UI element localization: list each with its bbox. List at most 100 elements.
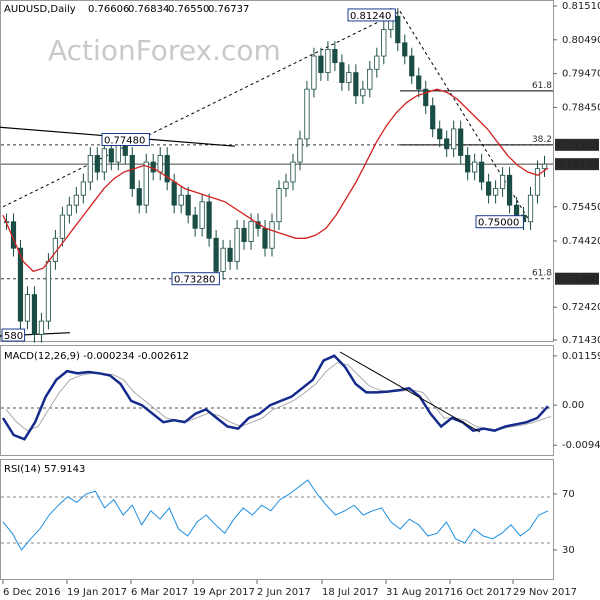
candle-body: [73, 194, 79, 206]
candle-body: [199, 201, 205, 229]
candle-body: [381, 29, 387, 57]
level-badge: [555, 272, 599, 285]
candle-body: [339, 62, 345, 83]
date-axis: 6 Dec 2016 19 Jan 2017 6 Mar 2017 19 Apr 20…: [2, 580, 577, 598]
price-tick-label: 0.80490: [562, 35, 600, 46]
candle-body: [31, 294, 38, 335]
candle-body: [262, 227, 268, 249]
candle-body: [38, 320, 45, 335]
candle-body: [486, 181, 492, 196]
candle-body: [108, 148, 114, 163]
macd-axis: 0.01159 0.00 -0.009408: [553, 351, 600, 451]
moving-average-line: [2, 88, 549, 273]
ohlc-open: 0.76606: [88, 4, 129, 15]
annotation-label: 0.81240: [350, 11, 391, 22]
ohlc-close: 0.76737: [208, 4, 249, 15]
candle-body: [206, 201, 212, 239]
level-badge: [555, 138, 599, 151]
candle-body: [437, 128, 443, 140]
ohlc-high: 0.76834: [128, 4, 169, 15]
price-tick-label: 0.71430: [562, 335, 600, 346]
fib-label: 61.8: [532, 269, 552, 279]
candle-body: [506, 174, 513, 206]
price-tick-label: 0.74420: [562, 236, 600, 247]
candle-body: [192, 214, 198, 229]
annotation-box: [475, 215, 524, 229]
candle-body: [283, 181, 289, 189]
candle-body: [492, 188, 499, 196]
price-levels: 0.77320 0.73280 0.76737 61.8 38.2 61.8: [1, 81, 599, 286]
candle-body: [311, 55, 317, 90]
candle-body: [304, 88, 310, 140]
candle-body: [17, 247, 24, 322]
candle-body: [150, 161, 156, 173]
candle-body: [472, 161, 478, 173]
candle-body: [527, 194, 534, 223]
candle-body: [290, 161, 296, 183]
rsi-line: [2, 479, 549, 551]
candle-body: [220, 247, 226, 272]
date-tick-label: 19 Apr 2017: [193, 587, 255, 598]
price-annotations: 0.81240 0.77480 0.75000 0.73280 580: [1, 8, 524, 342]
watermark: ActionForex.com: [48, 34, 281, 67]
candle-body: [395, 15, 401, 44]
macd-title: MACD(12,26,9) -0.000234 -0.002612: [4, 351, 189, 362]
annotation-box: [171, 272, 220, 286]
rising-trendline: [2, 10, 401, 208]
candle-body: [241, 227, 247, 242]
candle-body: [374, 55, 380, 70]
candle-body: [332, 49, 338, 64]
candle-body: [430, 105, 436, 130]
candle-body: [353, 72, 359, 97]
candle-body: [534, 168, 541, 196]
candle-body: [248, 221, 254, 242]
falling-trendline: [399, 11, 529, 219]
candle-body: [66, 204, 72, 216]
annotation-box: [1, 328, 26, 342]
candle-body: [213, 237, 219, 272]
macd-tick-label: 0.00: [562, 400, 584, 411]
candle-body: [479, 161, 485, 183]
candle-body: [325, 49, 331, 74]
price-tick-label: 0.81510: [562, 1, 600, 12]
annotation-label: 580: [4, 331, 23, 342]
candle-body: [360, 88, 366, 97]
candle-body: [101, 148, 107, 173]
candle-body: [136, 188, 142, 206]
candle-body: [276, 188, 282, 223]
ohlc-low: 0.76550: [168, 4, 209, 15]
date-tick-label: 29 Nov 2017: [513, 587, 577, 598]
rsi-panel-frame: [0, 459, 554, 580]
candle-body: [416, 75, 422, 90]
macd-tick-label: 0.01159: [562, 351, 600, 362]
candle-body: [80, 181, 86, 196]
price-axis: 0.81510 0.80490 0.79470 0.78450 0.75450 0.744…: [553, 1, 600, 346]
candle-body: [367, 68, 373, 90]
macd-main-line: [1, 354, 549, 441]
date-tick-label: 31 Aug 2017: [386, 587, 450, 598]
annotation-box: [101, 133, 150, 147]
candle-body: [499, 174, 506, 189]
price-tick-label: 0.79470: [562, 69, 600, 80]
candle-body: [423, 88, 429, 107]
annotation-label: 0.73280: [174, 275, 215, 286]
fib-label: 38.2: [532, 135, 552, 145]
level-badge-label: 0.77320: [557, 141, 598, 152]
price-panel-frame: [0, 0, 554, 342]
rsi-title: RSI(14) 57.9143: [4, 464, 85, 475]
candle-body: [157, 155, 163, 173]
candle-body: [465, 155, 471, 173]
candles: [3, 7, 548, 343]
candle-body: [451, 128, 457, 150]
price-tick-label: 0.72420: [562, 302, 600, 313]
candle-body: [129, 155, 135, 189]
candle-body: [24, 294, 31, 322]
candle-body: [178, 194, 184, 206]
date-tick-label: 18 Jul 2017: [322, 587, 379, 598]
rsi-axis: 70 30: [553, 489, 575, 556]
candle-body: [59, 214, 65, 239]
annotation-label: 0.75000: [478, 218, 519, 229]
macd-tick-label: -0.009408: [562, 440, 600, 451]
candle-body: [346, 72, 352, 83]
